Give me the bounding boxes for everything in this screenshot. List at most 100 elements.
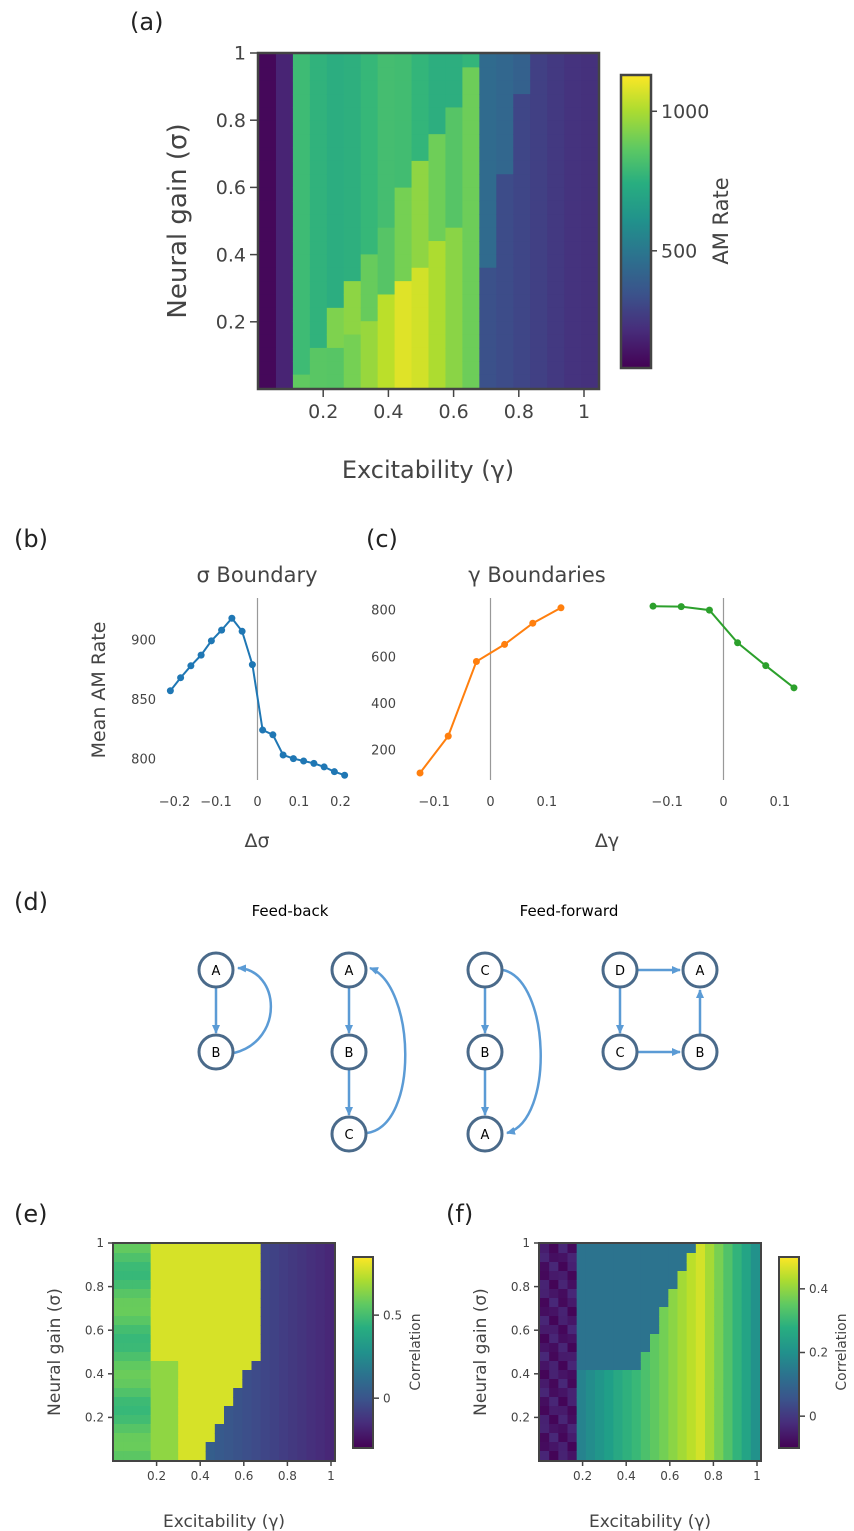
heatmap-cell	[123, 1253, 133, 1263]
heatmap-cell	[581, 107, 599, 122]
heatmap-cell	[260, 1289, 271, 1299]
heatmap-cell	[224, 1334, 234, 1344]
heatmap-cell	[343, 134, 362, 149]
heatmap-cell	[462, 361, 480, 376]
heatmap-cell	[549, 1379, 559, 1389]
sigma-point	[310, 759, 318, 767]
heatmap-cell	[668, 1289, 679, 1299]
heatmap-cell	[377, 147, 396, 162]
heatmap-cell	[530, 147, 548, 162]
heatmap-cell	[132, 1307, 143, 1317]
heatmap-cell	[251, 1424, 262, 1434]
heatmap-cell	[750, 1289, 761, 1299]
heatmap-cell	[150, 1397, 161, 1407]
heatmap-cell	[343, 54, 362, 68]
heatmap-cell	[224, 1451, 234, 1461]
heatmap-cell	[622, 1343, 633, 1353]
heatmap-cell	[496, 227, 514, 242]
heatmap-cell	[604, 1316, 614, 1326]
heatmap-cell	[564, 200, 582, 215]
x-tick-label: 0.1	[770, 795, 791, 810]
heatmap-cell	[640, 1307, 651, 1317]
heatmap-cell	[178, 1442, 188, 1452]
x-tick-label: −0.1	[418, 795, 450, 810]
heatmap-cell	[677, 1451, 688, 1461]
heatmap-cell	[567, 1253, 578, 1263]
heatmap-cell	[567, 1379, 578, 1389]
heatmap-cell	[613, 1280, 624, 1290]
heatmap-cell	[695, 1370, 706, 1380]
heatmap-cell	[714, 1307, 724, 1317]
heatmap-cell	[260, 1262, 271, 1272]
heatmap-cell	[530, 187, 548, 202]
heatmap-cell	[377, 174, 396, 189]
heatmap-cell	[695, 1451, 706, 1461]
heatmap-cell	[622, 1280, 633, 1290]
heatmap-cell	[677, 1262, 688, 1272]
heatmap-cell	[326, 347, 345, 362]
heatmap-cell	[564, 267, 582, 282]
heatmap-cell	[445, 107, 463, 122]
heatmap-cell	[233, 1424, 243, 1434]
heatmap-cell	[585, 1379, 596, 1389]
heatmap-cell	[251, 1316, 262, 1326]
heatmap-cell	[640, 1406, 651, 1416]
heatmap-cell	[411, 321, 430, 336]
heatmap-cell	[123, 1433, 133, 1443]
heatmap-cell	[187, 1271, 198, 1281]
heatmap-cell	[547, 80, 565, 95]
heatmap-cell	[622, 1388, 633, 1398]
heatmap-cell	[360, 281, 379, 296]
heatmap-cell	[650, 1316, 660, 1326]
heatmap-cell	[309, 200, 328, 215]
heatmap-cell	[496, 134, 514, 149]
heatmap-cell	[169, 1406, 179, 1416]
heatmap-cell	[564, 214, 582, 229]
heatmap-cell	[714, 1325, 724, 1335]
heatmap-cell	[123, 1262, 133, 1272]
gamma-left-point	[529, 619, 537, 627]
heatmap-cell	[540, 1424, 550, 1434]
heatmap-cell	[269, 1424, 280, 1434]
heatmap-cell	[297, 1271, 308, 1281]
heatmap-cell	[260, 1253, 271, 1263]
heatmap-cell	[540, 1334, 550, 1344]
heatmap-cell	[141, 1451, 152, 1461]
heatmap-cell	[275, 281, 294, 296]
heatmap-cell	[114, 1370, 124, 1380]
heatmap-cell	[275, 134, 294, 149]
sigma-point	[187, 662, 195, 670]
heatmap-cell	[169, 1280, 179, 1290]
heatmap-cell	[540, 1244, 550, 1254]
heatmap-cell	[677, 1298, 688, 1308]
heatmap-cell	[242, 1289, 253, 1299]
heatmap-cell	[513, 134, 531, 149]
heatmap-cell	[411, 227, 430, 242]
heatmap-cell	[297, 1325, 308, 1335]
heatmap-cell	[677, 1433, 688, 1443]
x-tick-label: 0	[253, 795, 261, 810]
heatmap-cell	[640, 1361, 651, 1371]
heatmap-cell	[686, 1352, 697, 1362]
heatmap-cell	[650, 1262, 660, 1272]
heatmap-cell	[292, 174, 311, 189]
heatmap-cell	[547, 147, 565, 162]
heatmap-cell	[394, 294, 413, 309]
heatmap-cell	[604, 1406, 614, 1416]
heatmap-cell	[324, 1334, 335, 1344]
heatmap-cell	[741, 1352, 752, 1362]
heatmap-cell	[558, 1406, 569, 1416]
heatmap-cell	[513, 94, 531, 109]
heatmap-cell	[714, 1244, 724, 1254]
heatmap-cell	[549, 1253, 559, 1263]
heatmap-cell	[214, 1442, 225, 1452]
heatmap-cell	[196, 1253, 207, 1263]
heatmap-cell	[428, 321, 447, 336]
heatmap-cell	[141, 1298, 152, 1308]
heatmap-cell	[540, 1298, 550, 1308]
heatmap-cell	[428, 134, 447, 149]
heatmap-cell	[309, 187, 328, 202]
heatmap-cell	[315, 1361, 326, 1371]
heatmap-cell	[178, 1343, 188, 1353]
heatmap-cell	[732, 1343, 743, 1353]
